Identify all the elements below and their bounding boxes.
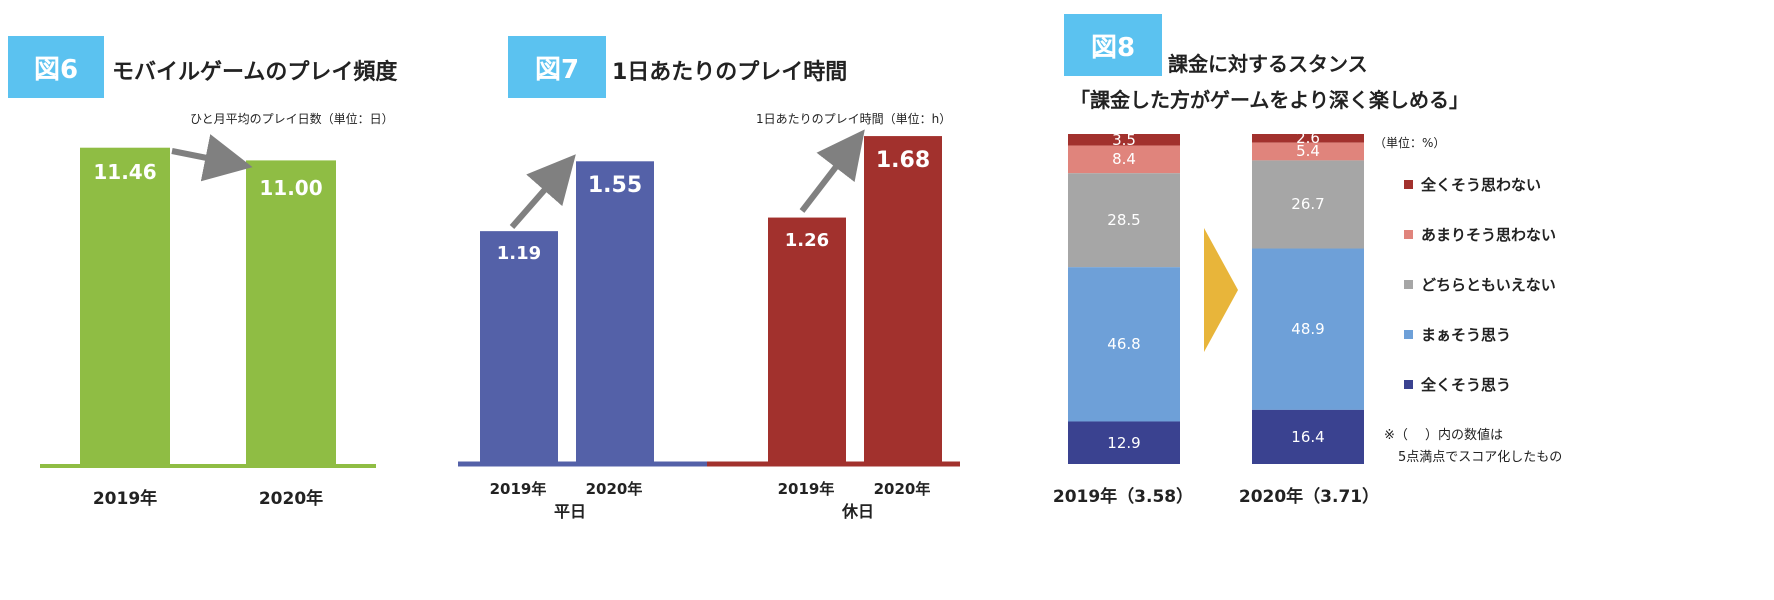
fig8-segment-0-0	[1068, 134, 1180, 146]
fig8-legend-item-disagree: あまりそう思わない	[1404, 224, 1556, 245]
fig7-bar-value-weekday-2019: 1.19	[496, 243, 542, 265]
fig6-xlabel-2020: 2020年	[258, 489, 324, 509]
fig7-bar-value-holiday-2020: 1.68	[875, 148, 931, 174]
fig7-group-label-weekday: 平日	[553, 502, 586, 521]
fig8-segment-label: 26.7	[1291, 195, 1325, 214]
fig8-segment-0-4	[1068, 421, 1180, 464]
fig6-bar-value-2019: 11.46	[93, 159, 157, 184]
fig8-unit-label: （単位：%）	[1374, 136, 1446, 150]
fig8-segment-label: 16.4	[1291, 427, 1325, 446]
legend-swatch	[1404, 280, 1413, 289]
legend-swatch	[1404, 180, 1413, 189]
fig7-xlabel-weekday-2019: 2019年	[489, 480, 547, 498]
fig8-legend-item-strongly-disagree: 全くそう思わない	[1404, 174, 1541, 195]
fig8-segment-0-3	[1068, 267, 1180, 422]
fig7-bar-weekday-2019	[480, 231, 558, 462]
fig7-bar-weekday-2020	[576, 161, 654, 463]
fig8-xlabel-2020: 2020年（3.71）	[1238, 487, 1380, 507]
fig8-title: 課金に対するスタンス	[1168, 52, 1368, 76]
fig7-badge: 図7	[508, 36, 606, 98]
fig8-segment-label: 28.5	[1107, 211, 1141, 230]
fig7-bar-value-weekday-2020: 1.55	[587, 173, 643, 199]
fig8-chevron	[1204, 228, 1238, 352]
fig6-bar-2019	[80, 147, 170, 465]
fig6-chart	[40, 134, 376, 468]
fig8-segment-1-1	[1252, 142, 1364, 161]
fig8-subtitle: 「課金した方がゲームをより深く楽しめる」	[1070, 88, 1469, 112]
fig8-legend-item-strongly-agree: 全くそう思う	[1404, 374, 1511, 395]
fig7-chart	[458, 129, 960, 467]
legend-label: あまりそう思わない	[1421, 226, 1557, 244]
fig6-trend-arrow	[171, 134, 253, 182]
fig8-segment-label: 2.6	[1296, 129, 1320, 148]
legend-label: 全くそう思う	[1421, 376, 1512, 394]
fig7-bar-holiday-2020	[864, 136, 942, 462]
fig6-title: モバイルゲームのプレイ頻度	[112, 60, 398, 85]
fig8-segment-label: 12.9	[1107, 433, 1141, 452]
fig7-xlabel-weekday-2020: 2020年	[585, 480, 643, 498]
fig8-segment-1-0	[1252, 134, 1364, 143]
legend-label: 全くそう思わない	[1421, 176, 1542, 194]
legend-swatch	[1404, 230, 1413, 239]
fig8-legend-item-somewhat-agree: まぁそう思う	[1404, 324, 1511, 345]
fig8-xlabel-2019: 2019年（3.58）	[1052, 487, 1194, 507]
fig8-segment-label: 48.9	[1291, 320, 1325, 339]
fig7-title: 1日あたりのプレイ時間	[612, 60, 848, 85]
fig7-group-label-holiday: 休日	[841, 502, 874, 521]
fig6-xlabel-2019: 2019年	[92, 489, 158, 509]
fig8-note-line2: 5点満点でスコア化したもの	[1398, 450, 1563, 465]
fig7-bar-value-holiday-2019: 1.26	[784, 229, 830, 251]
fig8-note-line1: ※（ ）内の数値は	[1384, 428, 1504, 443]
fig8-segment-label: 46.8	[1107, 335, 1141, 354]
fig6-badge: 図6	[8, 36, 104, 98]
fig7-trend-arrow-weekday	[509, 154, 576, 229]
fig6-bar-value-2020: 11.00	[259, 176, 323, 201]
fig7-xlabel-holiday-2020: 2020年	[873, 480, 931, 498]
fig8-segment-label: 3.5	[1112, 130, 1136, 149]
fig7-bar-holiday-2019	[768, 217, 846, 462]
fig8-segment-0-1	[1068, 145, 1180, 174]
fig7-trend-arrow-holiday	[799, 129, 865, 213]
fig7-unit-label: 1日あたりのプレイ時間（単位：h）	[756, 112, 952, 126]
fig8-legend-item-neutral: どちらともいえない	[1404, 274, 1556, 295]
fig7-xlabel-holiday-2019: 2019年	[777, 480, 835, 498]
fig8-segment-1-4	[1252, 409, 1364, 464]
fig6-unit-label: ひと月平均のプレイ日数（単位：日）	[190, 112, 394, 126]
fig8-badge: 図8	[1064, 14, 1162, 76]
fig8-segment-0-2	[1068, 173, 1180, 268]
fig6-bar-2020	[246, 160, 336, 464]
fig8-segment-1-2	[1252, 160, 1364, 249]
legend-swatch	[1404, 330, 1413, 339]
fig8-segment-label: 5.4	[1296, 142, 1320, 161]
fig8-segment-1-3	[1252, 248, 1364, 410]
legend-label: まぁそう思う	[1421, 326, 1512, 344]
legend-swatch	[1404, 380, 1413, 389]
fig8-segment-label: 8.4	[1112, 150, 1136, 169]
legend-label: どちらともいえない	[1421, 276, 1556, 294]
